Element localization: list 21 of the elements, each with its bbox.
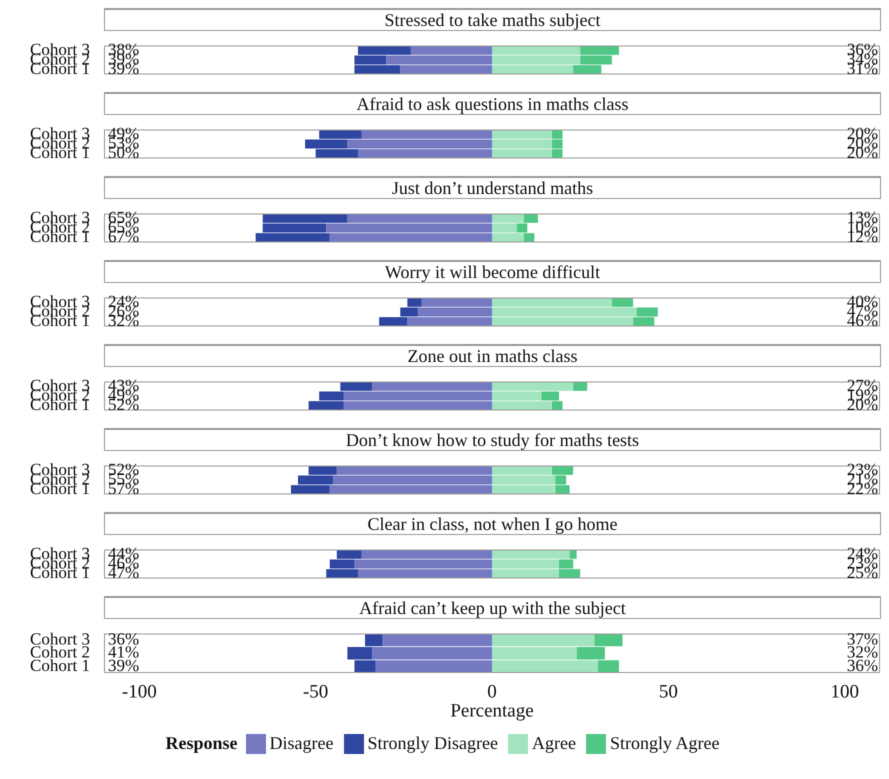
x-axis-title: Percentage <box>450 700 534 722</box>
chart-title: Don’t know how to study for maths tests <box>104 428 881 451</box>
legend-label: Strongly Disagree <box>368 733 498 754</box>
x-tick-label: -100 <box>122 681 157 702</box>
chart-title: Zone out in maths class <box>104 344 881 367</box>
chart-title: Just don’t understand maths <box>104 176 881 199</box>
chart-title: Stressed to take maths subject <box>104 8 881 31</box>
chart-title: Afraid can’t keep up with the subject <box>104 596 881 619</box>
chart-title: Afraid to ask questions in maths class <box>104 92 881 115</box>
chart-title: Clear in class, not when I go home <box>104 512 881 535</box>
bar <box>573 382 588 391</box>
legend-label: Agree <box>532 733 576 754</box>
legend-label: Disagree <box>270 733 334 754</box>
legend-label: Strongly Agree <box>610 733 720 754</box>
legend-title: Response <box>166 733 238 754</box>
x-tick-label: 0 <box>487 681 497 702</box>
x-tick-label: -50 <box>302 681 328 702</box>
x-tick-label: 50 <box>658 681 678 702</box>
bar <box>612 298 634 307</box>
chart-title: Worry it will become difficult <box>104 260 881 283</box>
x-tick-label: 100 <box>830 681 859 702</box>
